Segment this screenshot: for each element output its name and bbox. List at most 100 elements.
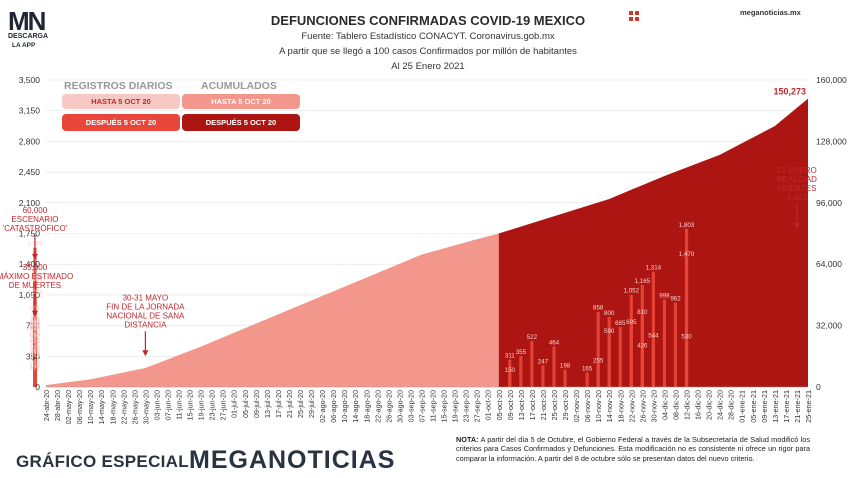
x-tick-label: 29-oct-20 — [561, 390, 570, 420]
x-tick-label: 09-jul-20 — [252, 390, 261, 418]
daily-data-label: 530 — [681, 334, 692, 341]
x-tick-label: 23-sep-20 — [462, 390, 471, 422]
x-tick-label: 03-jun-20 — [152, 390, 161, 420]
daily-data-label: 345 — [30, 350, 41, 357]
annotation-text: 30-31 MAYO — [123, 293, 169, 302]
daily-data-label: 150 — [505, 367, 516, 374]
x-tick-label: 06-may-20 — [75, 390, 84, 424]
source-text: Fuente: Tablero Estadístico CONACYT. Cor… — [301, 31, 555, 42]
daily-data-label: 1,314 — [646, 265, 662, 272]
daily-data-label: 858 — [593, 305, 604, 312]
x-tick-label: 05-jul-20 — [241, 390, 250, 418]
daily-bar — [541, 365, 545, 387]
y-left-tick-label: 3,150 — [19, 106, 41, 116]
x-tick-label: 17-jul-20 — [274, 390, 283, 418]
x-tick-label: 26-ago-20 — [384, 390, 393, 423]
daily-data-label: 719 — [30, 317, 41, 324]
daily-data-label: 362 — [30, 348, 41, 355]
daily-bar — [530, 341, 534, 387]
x-tick-label: 06-nov-20 — [583, 390, 592, 422]
daily-bar — [596, 311, 600, 387]
x-tick-label: 19-jun-20 — [197, 390, 206, 420]
daily-data-label: 643 — [30, 324, 41, 331]
daily-bar — [640, 349, 644, 387]
brand-url[interactable]: meganoticias.mx — [740, 8, 801, 17]
daily-data-label: 355 — [516, 349, 527, 356]
x-tick-label: 19-sep-20 — [451, 390, 460, 422]
x-tick-label: 18-may-20 — [108, 390, 117, 424]
x-tick-label: 07-jun-20 — [163, 390, 172, 420]
annotation-arrowhead — [793, 222, 800, 229]
x-tick-label: 21-jul-20 — [285, 390, 294, 418]
daily-data-label: 669 — [30, 321, 41, 328]
footer-label: GRÁFICO ESPECIAL — [16, 452, 189, 471]
daily-data-label: 1,470 — [679, 251, 695, 258]
daily-bar — [651, 271, 655, 387]
legend-cumulative-before: HASTA 5 OCT 20 — [182, 94, 300, 109]
x-tick-label: 25-jul-20 — [296, 390, 305, 418]
x-tick-label: 05-ene-21 — [749, 390, 758, 423]
daily-data-label: 695 — [626, 319, 637, 326]
y-right-tick-label: 96,000 — [816, 198, 842, 208]
daily-bar — [684, 340, 689, 387]
x-tick-label: 22-ago-20 — [373, 390, 382, 423]
x-tick-label: 12-dic-20 — [683, 390, 692, 420]
daily-data-label: 761 — [30, 313, 41, 320]
x-tick-label: 24-dic-20 — [716, 390, 725, 420]
x-tick-label: 28-abr-20 — [53, 390, 62, 421]
daily-data-label: 544 — [648, 332, 659, 339]
daily-data-label: 398 — [30, 345, 41, 352]
y-right-tick-label: 128,000 — [816, 136, 847, 146]
daily-bar — [596, 364, 600, 387]
daily-bar — [607, 335, 611, 387]
daily-data-label: 247 — [538, 358, 549, 365]
x-tick-label: 27-sep-20 — [473, 390, 482, 422]
daily-bar — [662, 299, 667, 387]
daily-bar — [552, 346, 556, 387]
daily-data-label: 464 — [549, 339, 560, 346]
daily-data-label: 478 — [30, 338, 41, 345]
footnote: NOTA: A partir del día 5 de Octubre, el … — [456, 435, 810, 463]
annotation-text: 1,803 — [787, 193, 808, 202]
annotation-text: ESCENARIO — [11, 215, 58, 224]
subtitle-text: A partir que se llegó a 100 casos Confir… — [279, 46, 577, 57]
daily-data-label: 590 — [604, 328, 615, 335]
logo-download-text: DESCARGA — [8, 33, 49, 40]
daily-data-label: 962 — [670, 296, 681, 303]
footer-brand: MEGANOTICIAS — [189, 446, 396, 474]
annotation-arrowhead — [142, 350, 149, 357]
x-tick-label: 02-may-20 — [64, 390, 73, 424]
daily-data-label: 522 — [527, 334, 538, 341]
annotation-text: MÁXIMO ESTIMADO — [0, 272, 73, 281]
x-tick-label: 01-oct-20 — [484, 390, 493, 420]
axes: 0 350 700 1,050 1,400 1,750 2,100 2,450 2,800 3,1… — [19, 75, 847, 424]
daily-bar — [651, 339, 655, 387]
x-tick-label: 18-nov-20 — [616, 390, 625, 422]
annotation-text: DE MUERTES — [9, 281, 61, 290]
x-tick-label: 02-nov-20 — [572, 390, 581, 422]
footnote-text: A partir del día 5 de Octubre, el Gobier… — [456, 435, 810, 463]
x-tick-label: 14-may-20 — [97, 390, 106, 424]
annotation-text: FIN DE LA JORNADA — [106, 302, 185, 311]
annotation-text: NACIONAL DE SANA — [106, 311, 185, 320]
x-tick-label: 15-sep-20 — [440, 390, 449, 422]
x-tick-label: 14-ago-20 — [351, 390, 360, 423]
x-tick-label: 03-sep-20 — [406, 390, 415, 422]
cumulative-area-after — [498, 98, 808, 387]
x-tick-label: 10-nov-20 — [594, 390, 603, 422]
daily-data-label: 685 — [615, 320, 626, 327]
y-left-tick-label: 700 — [26, 321, 40, 331]
x-tick-label: 13-oct-20 — [517, 390, 526, 420]
y-left-tick-label: 3,500 — [19, 75, 41, 85]
annotation-arrowhead — [31, 310, 38, 317]
daily-data-label: 165 — [582, 366, 593, 373]
daily-data-label: 593 — [30, 328, 41, 335]
x-tick-label: 22-may-20 — [119, 390, 128, 424]
x-tick-label: 21-ene-21 — [793, 390, 802, 423]
y-left-tick-label: 2,100 — [19, 198, 41, 208]
x-tick-label: 02-ago-20 — [318, 390, 327, 423]
x-tick-label: 18-ago-20 — [362, 390, 371, 423]
x-tick-label: 10-ago-20 — [340, 390, 349, 423]
